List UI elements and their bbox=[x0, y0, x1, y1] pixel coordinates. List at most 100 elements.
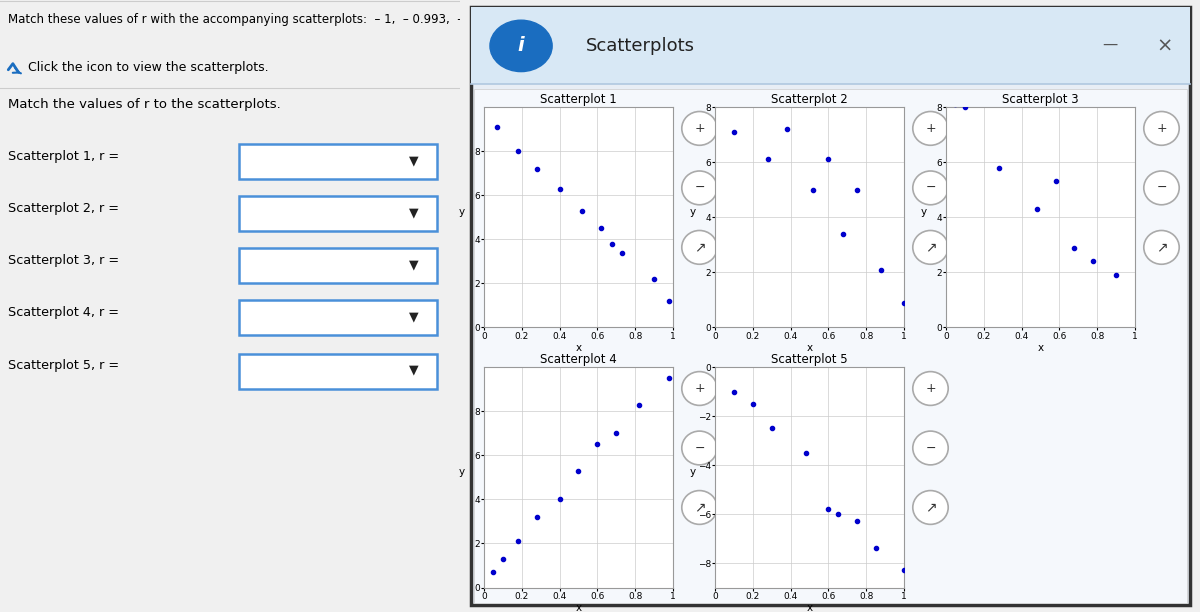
Text: i: i bbox=[517, 36, 524, 56]
Text: −: − bbox=[925, 441, 936, 455]
Text: −: − bbox=[1157, 181, 1166, 195]
Text: −: − bbox=[695, 441, 704, 455]
Point bbox=[818, 504, 838, 514]
Point bbox=[660, 296, 679, 306]
Text: ▼: ▼ bbox=[409, 310, 419, 324]
Title: Scatterplot 2: Scatterplot 2 bbox=[772, 93, 848, 106]
Text: Match the values of r to the scatterplots.: Match the values of r to the scatterplot… bbox=[8, 98, 281, 111]
Text: Scatterplot 5, r =: Scatterplot 5, r = bbox=[8, 359, 119, 372]
Title: Scatterplot 5: Scatterplot 5 bbox=[772, 353, 847, 366]
Point bbox=[866, 543, 886, 553]
Text: Match these values of r with the accompanying scatterplots:  – 1,  – 0.993,  – 0: Match these values of r with the accompa… bbox=[8, 13, 600, 26]
Point bbox=[758, 155, 778, 165]
Point bbox=[796, 448, 815, 458]
Text: −: − bbox=[925, 181, 936, 195]
Circle shape bbox=[913, 371, 948, 405]
Point bbox=[725, 387, 744, 397]
Point bbox=[743, 399, 762, 409]
FancyBboxPatch shape bbox=[239, 196, 437, 231]
Text: Scatterplot 1, r =: Scatterplot 1, r = bbox=[8, 149, 119, 163]
X-axis label: x: x bbox=[1037, 343, 1044, 353]
Text: +: + bbox=[1156, 122, 1166, 135]
Point bbox=[1027, 204, 1046, 214]
Text: Scatterplot 3, r =: Scatterplot 3, r = bbox=[8, 253, 119, 267]
Point bbox=[778, 124, 797, 134]
Point bbox=[871, 264, 890, 274]
Point bbox=[818, 155, 838, 165]
Circle shape bbox=[1144, 111, 1180, 145]
Circle shape bbox=[913, 111, 948, 145]
Circle shape bbox=[682, 491, 718, 524]
Circle shape bbox=[1144, 231, 1180, 264]
Text: ↗: ↗ bbox=[1156, 241, 1168, 255]
Circle shape bbox=[682, 371, 718, 405]
Text: −: − bbox=[695, 181, 704, 195]
Point bbox=[847, 185, 866, 195]
Point bbox=[527, 512, 546, 522]
Point bbox=[484, 567, 503, 577]
Text: +: + bbox=[925, 122, 936, 135]
Point bbox=[612, 248, 631, 258]
Point bbox=[725, 127, 744, 137]
Text: Click the icon to view the scatterplots.: Click the icon to view the scatterplots. bbox=[28, 61, 269, 75]
Point bbox=[804, 185, 823, 195]
Y-axis label: y: y bbox=[458, 468, 464, 477]
Text: ▼: ▼ bbox=[409, 258, 419, 272]
Point bbox=[894, 297, 913, 307]
Text: —: — bbox=[1102, 37, 1117, 51]
Circle shape bbox=[1144, 171, 1180, 205]
Y-axis label: y: y bbox=[458, 207, 464, 217]
Point bbox=[1064, 242, 1084, 252]
Text: Scatterplot 2, r =: Scatterplot 2, r = bbox=[8, 201, 119, 215]
FancyBboxPatch shape bbox=[470, 7, 1190, 84]
Point bbox=[834, 229, 853, 239]
Point bbox=[660, 373, 679, 383]
Text: ↗: ↗ bbox=[925, 241, 936, 255]
Point bbox=[629, 400, 648, 409]
Y-axis label: y: y bbox=[689, 207, 696, 217]
Text: ↗: ↗ bbox=[694, 241, 706, 255]
Text: +: + bbox=[694, 122, 704, 135]
FancyBboxPatch shape bbox=[239, 300, 437, 335]
Y-axis label: y: y bbox=[689, 468, 696, 477]
Text: +: + bbox=[925, 382, 936, 395]
Point bbox=[847, 517, 866, 526]
FancyBboxPatch shape bbox=[470, 7, 1190, 605]
Circle shape bbox=[682, 431, 718, 465]
Circle shape bbox=[913, 491, 948, 524]
Point bbox=[602, 239, 622, 248]
Text: ↗: ↗ bbox=[694, 501, 706, 515]
X-axis label: x: x bbox=[575, 343, 582, 353]
Circle shape bbox=[913, 431, 948, 465]
X-axis label: x: x bbox=[806, 603, 812, 612]
Text: +: + bbox=[694, 382, 704, 395]
Point bbox=[955, 102, 974, 112]
X-axis label: x: x bbox=[575, 603, 582, 612]
Point bbox=[572, 206, 592, 215]
Point bbox=[550, 184, 569, 193]
Point bbox=[592, 223, 611, 233]
Title: Scatterplot 1: Scatterplot 1 bbox=[540, 93, 617, 106]
Point bbox=[1084, 256, 1103, 266]
Circle shape bbox=[913, 171, 948, 205]
Text: ▼: ▼ bbox=[409, 206, 419, 220]
Point bbox=[762, 424, 781, 433]
Circle shape bbox=[682, 231, 718, 264]
Point bbox=[493, 554, 512, 564]
Point bbox=[569, 466, 588, 476]
Text: ▼: ▼ bbox=[409, 154, 419, 168]
Text: Scatterplot 4, r =: Scatterplot 4, r = bbox=[8, 305, 119, 319]
Text: Scatterplots: Scatterplots bbox=[586, 37, 695, 55]
Circle shape bbox=[490, 20, 552, 72]
FancyBboxPatch shape bbox=[474, 89, 1187, 603]
FancyBboxPatch shape bbox=[239, 354, 437, 389]
Point bbox=[1046, 176, 1066, 186]
Point bbox=[527, 164, 546, 174]
FancyBboxPatch shape bbox=[239, 144, 437, 179]
Point bbox=[509, 146, 528, 156]
Text: ×: × bbox=[1157, 36, 1172, 56]
Circle shape bbox=[682, 171, 718, 205]
Title: Scatterplot 3: Scatterplot 3 bbox=[1002, 93, 1079, 106]
Point bbox=[828, 509, 847, 519]
FancyBboxPatch shape bbox=[239, 248, 437, 283]
